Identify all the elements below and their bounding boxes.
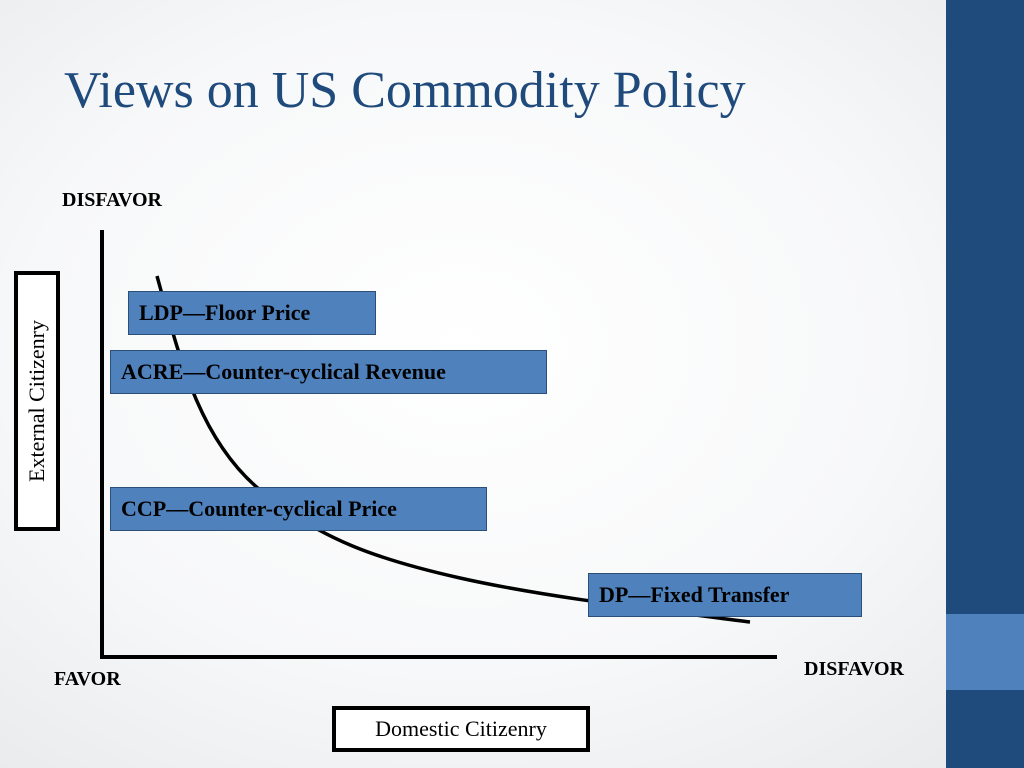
x-axis-title-box: Domestic Citizenry xyxy=(332,706,590,752)
policy-label-acre: ACRE—Counter-cyclical Revenue xyxy=(121,359,446,384)
policy-box-ldp: LDP—Floor Price xyxy=(128,291,376,335)
policy-box-dp: DP—Fixed Transfer xyxy=(588,573,862,617)
sidebar-accent-block xyxy=(946,614,1024,690)
y-axis-title-box: External Citizenry xyxy=(14,271,60,531)
policy-box-acre: ACRE—Counter-cyclical Revenue xyxy=(110,350,547,394)
policy-label-ldp: LDP—Floor Price xyxy=(139,300,311,325)
policy-label-dp: DP—Fixed Transfer xyxy=(599,582,790,607)
y-axis-top-label: DISFAVOR xyxy=(62,189,162,211)
policy-label-ccp: CCP—Counter-cyclical Price xyxy=(121,496,397,521)
x-axis-right-label: DISFAVOR xyxy=(804,658,904,680)
origin-label: FAVOR xyxy=(54,668,121,690)
policy-box-ccp: CCP—Counter-cyclical Price xyxy=(110,487,487,531)
slide-title: Views on US Commodity Policy xyxy=(64,62,746,119)
x-axis-title: Domestic Citizenry xyxy=(375,716,547,741)
